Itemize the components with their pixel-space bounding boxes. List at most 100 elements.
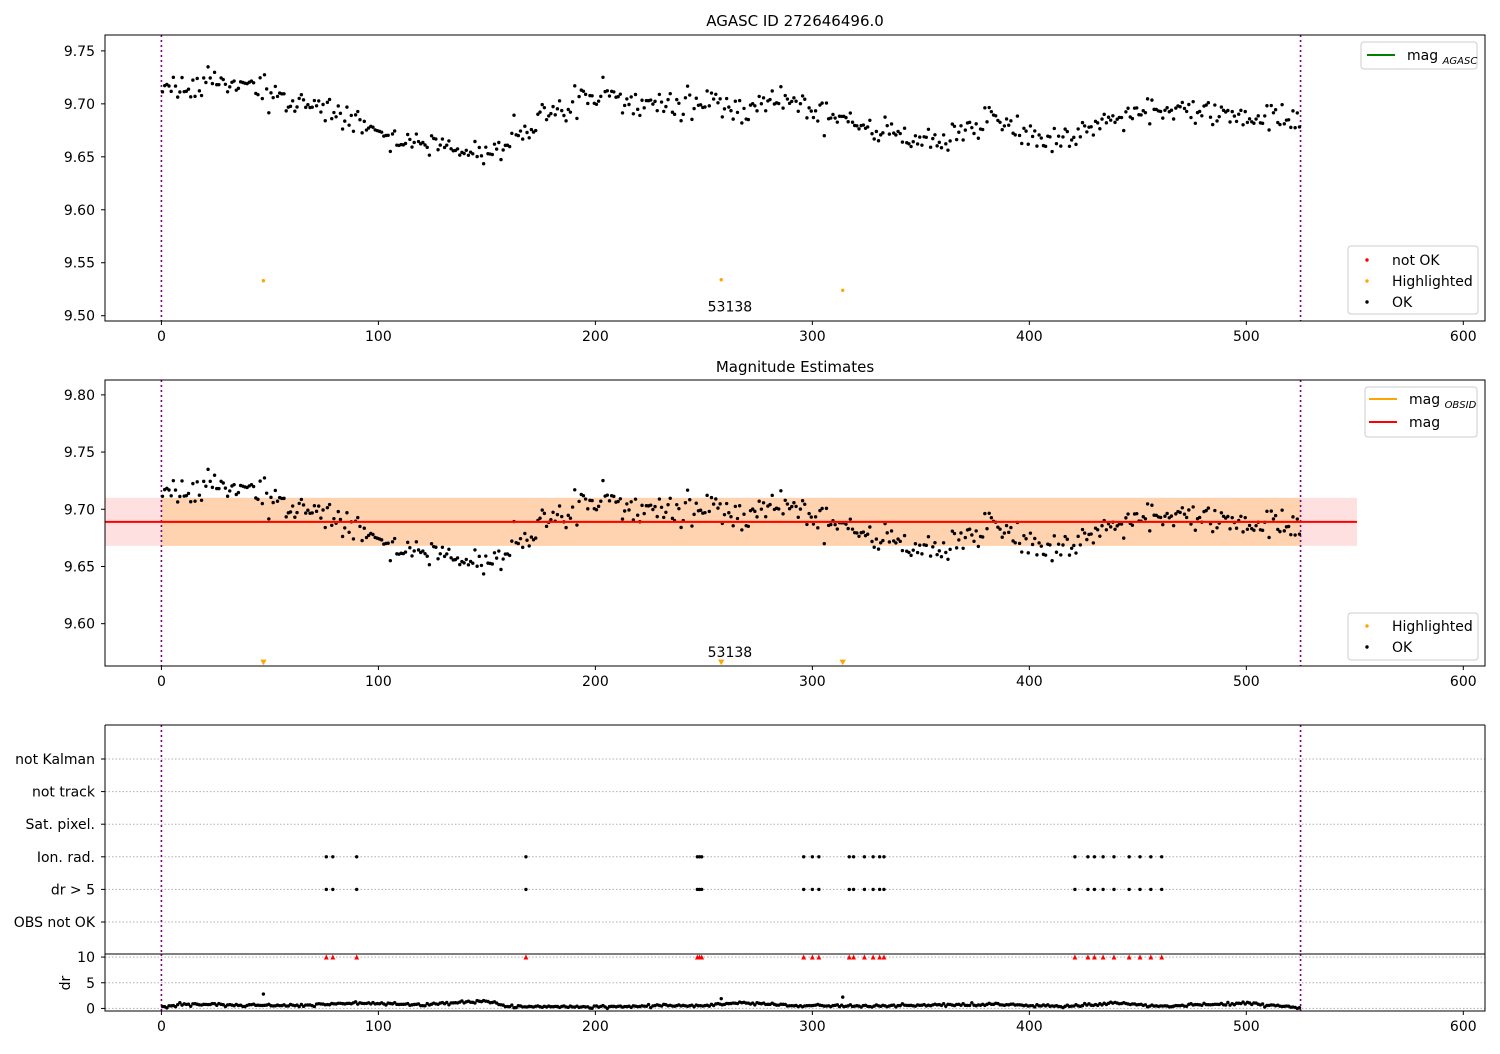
ok-point	[566, 107, 570, 112]
ok-point	[659, 505, 664, 510]
ok-point	[1109, 118, 1113, 122]
dr-point	[941, 1002, 946, 1006]
dr-point	[261, 992, 266, 996]
ok-point	[868, 525, 872, 529]
ok-point	[690, 524, 694, 528]
ok-point	[605, 493, 610, 497]
ok-point	[340, 127, 345, 131]
dr-clipped-marker	[1072, 954, 1078, 960]
ok-point	[950, 529, 955, 533]
ok-point	[718, 502, 722, 506]
ok-point	[1286, 118, 1291, 122]
ok-point	[195, 76, 199, 81]
ok-point	[1295, 517, 1300, 521]
ok-point	[779, 85, 783, 89]
svg-text:mag OBSID: mag OBSID	[1409, 392, 1477, 411]
dr-clipped-marker	[870, 954, 876, 960]
ok-point	[160, 494, 165, 498]
ok-point	[865, 532, 870, 536]
ok-point	[1293, 126, 1297, 130]
y-tick-label: 9.60	[64, 617, 95, 633]
ok-point	[1078, 543, 1083, 547]
ok-point	[518, 129, 523, 133]
ok-point	[629, 500, 633, 504]
ok-point	[1169, 108, 1174, 112]
dr-point	[186, 1002, 191, 1006]
ok-point	[1171, 523, 1176, 528]
ok-point	[1161, 116, 1165, 120]
ok-point	[275, 94, 280, 99]
ok-point	[501, 148, 505, 152]
ok-point	[894, 541, 898, 545]
ok-point	[996, 525, 1000, 529]
axes-frame	[104, 34, 1486, 322]
ok-point	[946, 557, 950, 561]
ok-point	[1226, 108, 1230, 113]
ok-point	[635, 513, 640, 517]
ok-point	[160, 90, 165, 94]
ok-point	[1213, 508, 1217, 513]
ok-point	[1269, 509, 1273, 513]
ok-point	[405, 132, 410, 137]
ok-point	[937, 140, 941, 145]
ok-point	[664, 510, 668, 514]
ok-point	[787, 507, 792, 511]
ok-point	[983, 106, 987, 110]
flag-point	[810, 855, 815, 859]
ok-point	[870, 131, 874, 136]
ok-point	[1000, 535, 1004, 539]
ok-point	[805, 116, 809, 120]
ok-point	[976, 544, 981, 549]
ok-point	[570, 100, 575, 104]
dr-clipped-marker	[816, 954, 822, 960]
x-tick-label: 0	[157, 329, 166, 345]
ok-point	[562, 113, 566, 118]
ok-point	[1267, 128, 1271, 132]
ok-point	[1239, 108, 1243, 113]
ok-point	[542, 511, 547, 516]
ok-point	[1017, 541, 1022, 546]
ok-point	[364, 535, 369, 540]
flag-point	[862, 855, 867, 859]
ok-point	[386, 133, 390, 137]
ok-point	[260, 501, 265, 506]
ok-point	[711, 502, 716, 506]
ok-point	[924, 135, 928, 139]
dr-clipped-marker	[1111, 954, 1117, 960]
ok-point	[312, 98, 317, 103]
ok-point	[408, 137, 412, 142]
ok-point	[651, 507, 655, 512]
ok-point	[1174, 106, 1178, 110]
ok-point	[1115, 524, 1119, 528]
ok-point	[998, 120, 1002, 124]
ok-point	[466, 153, 471, 158]
ok-point	[870, 539, 874, 544]
axes-frame	[104, 379, 1486, 667]
ok-point	[358, 524, 362, 529]
ok-point	[212, 473, 217, 477]
ok-point	[627, 508, 631, 512]
ok-point	[818, 103, 822, 107]
ok-point	[1028, 531, 1033, 535]
ok-point	[625, 97, 629, 101]
ok-point	[234, 492, 238, 497]
ok-point	[351, 537, 356, 541]
dr-point	[1260, 1002, 1265, 1006]
ok-point	[640, 98, 644, 102]
ok-point	[1145, 502, 1150, 506]
ok-point	[299, 497, 304, 502]
points-layer	[160, 954, 1302, 1011]
ok-point	[857, 127, 861, 131]
ok-point	[737, 98, 742, 103]
ok-point	[1067, 553, 1072, 557]
ok-point	[809, 515, 813, 519]
ok-point	[497, 549, 501, 553]
ok-point	[1085, 130, 1089, 134]
legend-label-mag-obsid: mag	[1409, 392, 1440, 408]
ok-point	[909, 144, 913, 149]
ok-point	[173, 84, 178, 88]
ok-point	[462, 151, 466, 156]
dr-clipped-marker	[809, 954, 815, 960]
ok-point	[412, 140, 416, 145]
ok-point	[221, 77, 225, 82]
